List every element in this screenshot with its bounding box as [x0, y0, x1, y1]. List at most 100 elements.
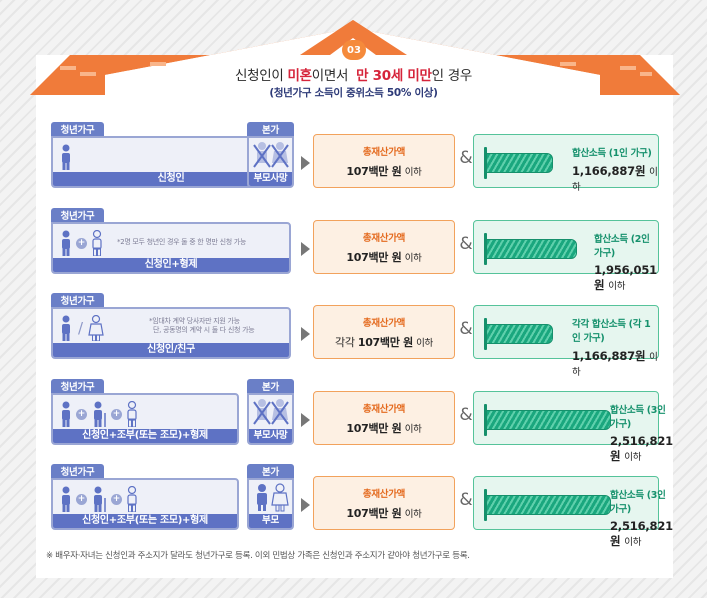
income-bar-base [484, 147, 487, 179]
person-icon [62, 315, 70, 341]
asset-suffix: 이하 [416, 338, 433, 349]
grandparent-icon [94, 486, 106, 512]
income-criteria-box: 합산소득 (2인 가구) 1,956,051원 이하 [473, 220, 659, 292]
youth-household-tag: 청년가구 [51, 122, 104, 136]
youth-household-tag: 청년가구 [51, 464, 104, 478]
ampersand-icon: & [459, 405, 473, 425]
parent-home-tag: 본가 [247, 379, 294, 393]
section-number-badge: 03 [342, 40, 366, 60]
parent-status-label: 부모 [249, 514, 292, 528]
parent-status-label: 부모사망 [249, 172, 292, 186]
youth-household-box: + + 신청인+조부(또는 조모)+형제 [51, 393, 239, 445]
friend-person-icon [88, 315, 104, 341]
income-suffix: 이하 [624, 452, 642, 463]
youth-household-box: + *2명 모두 청년인 경우 둘 중 한 명만 신청 가능 신청인+형제 [51, 222, 291, 274]
asset-criteria-box: 총재산가액 107백만 원 이하 [313, 476, 455, 530]
asset-value: 107백만 원 [346, 422, 402, 435]
parent-home-box: 부모사망 [247, 136, 294, 188]
income-criteria-box: 각각 합산소득 (각 1인 가구) 1,166,887원 이하 [473, 305, 659, 378]
footnote: ※ 배우자·자녀는 신청인과 주소지가 달라도 청년가구로 등록. 이외 민법상… [46, 551, 470, 561]
youth-household-box: / *임대차 계약 당사자만 지원 가능 단, 공동명의 계약 시 둘 다 신청… [51, 307, 291, 359]
member-figures: + + [59, 401, 139, 427]
income-criteria-box: 합산소득 (3인 가구) 2,516,821원 이하 [473, 476, 673, 548]
member-figures: + + [59, 486, 139, 512]
member-note-line-2: 단, 공동명의 계약 시 둘 다 신청 가능 [153, 326, 255, 334]
youth-household-tag: 청년가구 [51, 293, 104, 307]
income-label: 합산소득 (2인 가구) [594, 234, 650, 259]
slash-divider-icon: / [78, 319, 84, 337]
member-figures [59, 144, 73, 170]
income-bar-base [484, 233, 487, 265]
parent-home-box: 부모사망 [247, 393, 294, 445]
member-figures: + [59, 230, 104, 256]
arrow-right-icon [301, 327, 310, 341]
asset-suffix: 이하 [404, 253, 422, 264]
income-bar-base [484, 404, 487, 436]
plus-icon: + [76, 408, 87, 420]
parents-icon [249, 483, 292, 513]
ampersand-icon: & [459, 148, 473, 168]
arrow-right-icon [301, 413, 310, 427]
income-value: 1,956,051원 [594, 263, 657, 292]
income-label: 합산소득 (3인 가구) [610, 405, 666, 430]
income-bar [486, 153, 553, 173]
member-label: 신청인 [53, 172, 289, 186]
parent-home-tag: 본가 [247, 122, 294, 136]
parent-home-tag: 본가 [247, 464, 294, 478]
income-label: 합산소득 (1인 가구) [572, 148, 652, 159]
deceased-parents-icon [249, 398, 292, 428]
asset-criteria-box: 총재산가액 107백만 원 이하 [313, 391, 455, 445]
household-row-4: 청년가구 + + 신청인+조부(또는 조모)+형제 본가 부모사망 총재산가액 … [51, 379, 673, 463]
member-label: 신청인/친구 [53, 343, 289, 357]
asset-criteria-box: 총재산가액 107백만 원 이하 [313, 134, 455, 188]
income-criteria-box: 합산소득 (1인 가구) 1,166,887원 이하 [473, 134, 659, 193]
income-label: 각각 합산소득 (각 1인 가구) [572, 319, 651, 344]
youth-household-box: + + 신청인+조부(또는 조모)+형제 [51, 478, 239, 530]
income-bar [486, 239, 577, 259]
parent-home-box: 부모 [247, 478, 294, 530]
ampersand-icon: & [459, 319, 473, 339]
sibling-person-icon [127, 401, 137, 427]
plus-icon: + [76, 237, 87, 249]
asset-label: 총재산가액 [362, 233, 406, 244]
sibling-person-icon [127, 486, 137, 512]
plus-icon: + [111, 408, 122, 420]
member-label: 신청인+조부(또는 조모)+형제 [53, 514, 237, 528]
grandparent-icon [94, 401, 106, 427]
member-figures: / [59, 315, 104, 341]
arrow-right-icon [301, 498, 310, 512]
asset-value: 107백만 원 [346, 165, 402, 178]
asset-value: 107백만 원 [357, 336, 413, 349]
asset-value: 107백만 원 [346, 507, 402, 520]
asset-criteria-box: 총재산가액 107백만 원 이하 [313, 220, 455, 274]
deceased-parents-icon [249, 141, 292, 171]
asset-label: 총재산가액 [362, 318, 406, 329]
member-label: 신청인+조부(또는 조모)+형제 [53, 429, 237, 443]
arrow-right-icon [301, 242, 310, 256]
asset-criteria-box: 총재산가액 각각 107백만 원 이하 [313, 305, 455, 359]
income-suffix: 이하 [608, 281, 626, 292]
member-note: *임대차 계약 당사자만 지원 가능 단, 공동명의 계약 시 둘 다 신청 가… [149, 317, 255, 335]
income-bar-base [484, 318, 487, 350]
person-icon [62, 230, 70, 256]
plus-icon: + [76, 493, 87, 505]
section-subtitle: (청년가구 소득이 중위소득 50% 이상) [269, 87, 438, 99]
income-value: 2,516,821원 [610, 519, 673, 548]
asset-prefix: 각각 [335, 336, 355, 349]
income-bar [486, 324, 553, 344]
income-value: 1,166,887원 [572, 164, 646, 178]
youth-household-tag: 청년가구 [51, 379, 104, 393]
member-note-line-1: *임대차 계약 당사자만 지원 가능 [149, 317, 240, 325]
member-label: 신청인+형제 [53, 258, 289, 272]
income-label: 합산소득 (3인 가구) [610, 490, 666, 515]
section-title: 신청인이 미혼이면서 만 30세 미만인 경우 [235, 68, 472, 84]
member-note: *2명 모두 청년인 경우 둘 중 한 명만 신청 가능 [117, 238, 247, 246]
household-row-5: 청년가구 + + 신청인+조부(또는 조모)+형제 본가 부모 총재산가액 10… [51, 464, 673, 548]
person-icon [62, 401, 70, 427]
income-suffix: 이하 [624, 537, 642, 548]
household-row-2: 청년가구 + *2명 모두 청년인 경우 둘 중 한 명만 신청 가능 신청인+… [51, 208, 671, 292]
arrow-right-icon [301, 156, 310, 170]
income-value: 1,166,887원 [572, 349, 646, 363]
ampersand-icon: & [459, 234, 473, 254]
roof [0, 0, 707, 100]
